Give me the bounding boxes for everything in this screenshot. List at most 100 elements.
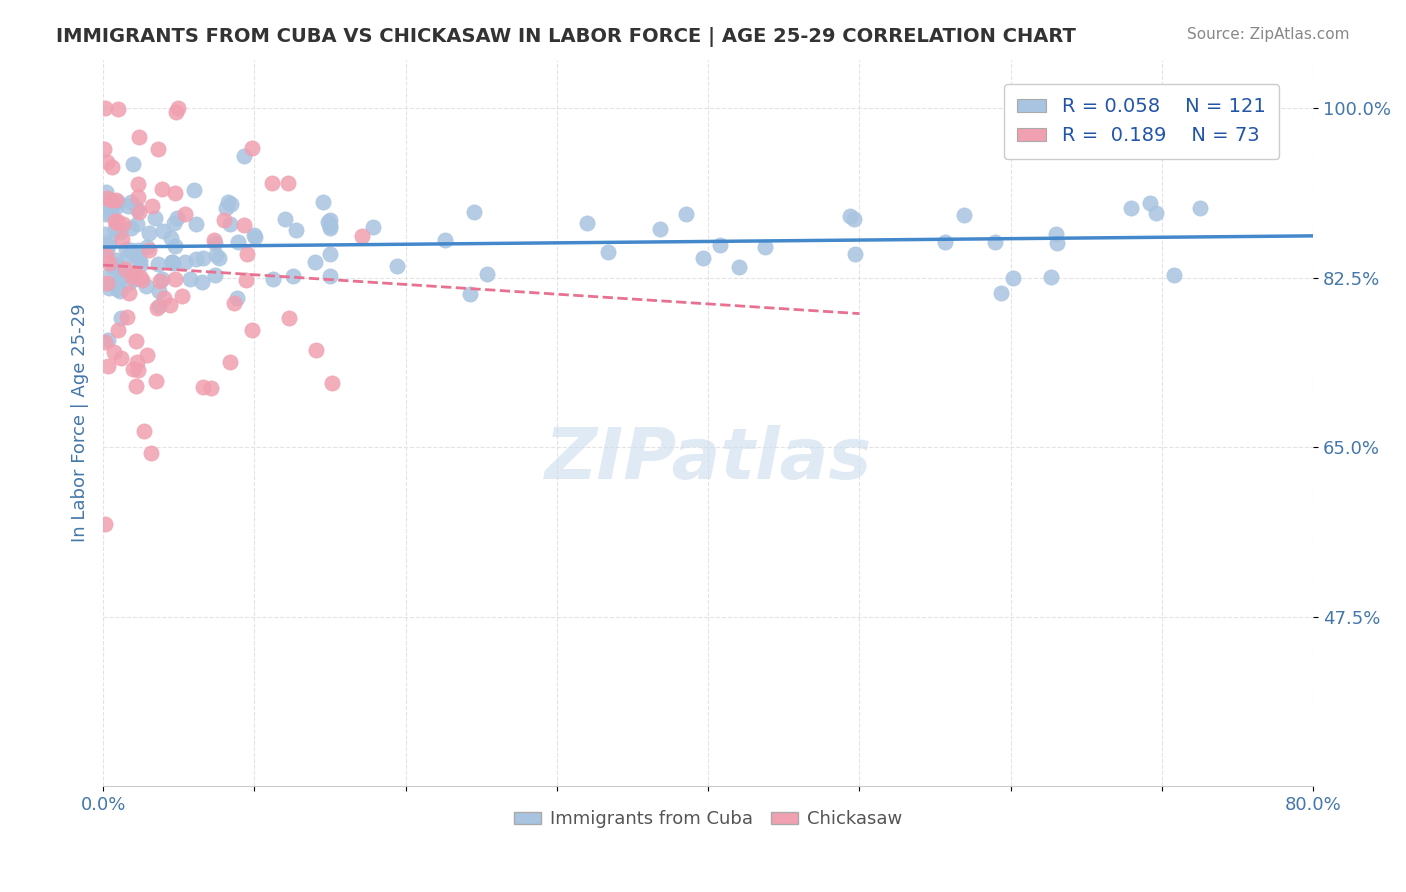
Point <box>983 235 1005 249</box>
Point <box>174 254 197 268</box>
Point <box>160 254 183 268</box>
Point <box>104 252 127 267</box>
Point <box>146 301 169 315</box>
Point <box>107 274 129 288</box>
Point <box>145 374 167 388</box>
Point <box>93 141 115 155</box>
Point <box>304 255 326 269</box>
Point <box>170 289 193 303</box>
Point <box>319 247 342 261</box>
Point <box>160 255 183 269</box>
Point <box>129 258 152 272</box>
Point <box>226 235 249 249</box>
Point <box>127 243 149 257</box>
Point <box>174 207 197 221</box>
Point <box>97 359 120 373</box>
Point <box>1144 206 1167 220</box>
Point <box>143 211 166 226</box>
Point <box>128 253 150 268</box>
Point <box>100 161 122 175</box>
Point <box>125 217 148 231</box>
Point <box>94 334 117 349</box>
Point <box>183 183 205 197</box>
Point <box>125 354 148 368</box>
Point <box>146 142 169 156</box>
Point <box>94 516 117 531</box>
Point <box>235 246 257 260</box>
Point <box>186 252 208 267</box>
Point <box>245 230 267 244</box>
Point <box>104 214 127 228</box>
Point <box>319 219 342 233</box>
Point <box>108 225 131 239</box>
Point <box>219 354 242 368</box>
Point <box>675 206 697 220</box>
Point <box>100 193 122 207</box>
Point <box>204 236 226 251</box>
Point <box>217 195 239 210</box>
Point <box>104 222 127 236</box>
Point <box>1040 270 1063 285</box>
Point <box>118 277 141 291</box>
Point <box>107 195 129 210</box>
Point <box>128 270 150 285</box>
Point <box>111 232 134 246</box>
Point <box>434 233 457 247</box>
Point <box>124 334 146 348</box>
Point <box>273 212 295 227</box>
Point <box>122 272 145 286</box>
Point <box>387 259 409 273</box>
Point <box>184 218 207 232</box>
Point <box>96 191 118 205</box>
Point <box>114 243 136 257</box>
Point <box>596 244 619 259</box>
Point <box>127 190 149 204</box>
Point <box>128 129 150 144</box>
Point <box>278 310 301 325</box>
Point <box>103 257 125 271</box>
Point <box>101 260 124 274</box>
Point <box>149 274 172 288</box>
Point <box>319 212 342 227</box>
Point <box>283 269 305 284</box>
Point <box>103 345 125 359</box>
Point <box>104 200 127 214</box>
Point <box>132 425 155 439</box>
Point <box>136 240 159 254</box>
Point <box>120 194 142 209</box>
Point <box>153 291 176 305</box>
Point <box>166 211 188 225</box>
Point <box>224 295 246 310</box>
Point <box>148 284 170 298</box>
Point <box>94 248 117 262</box>
Point <box>121 362 143 376</box>
Point <box>219 197 242 211</box>
Point <box>93 227 115 242</box>
Point <box>709 238 731 252</box>
Point <box>93 207 115 221</box>
Point <box>319 268 342 283</box>
Point <box>728 260 751 274</box>
Point <box>262 176 284 190</box>
Point <box>305 343 328 357</box>
Point <box>350 228 373 243</box>
Point <box>160 231 183 245</box>
Point <box>141 199 163 213</box>
Point <box>101 200 124 214</box>
Point <box>97 238 120 252</box>
Point <box>129 253 152 268</box>
Point <box>127 362 149 376</box>
Point <box>163 239 186 253</box>
Point <box>263 272 285 286</box>
Point <box>844 247 866 261</box>
Point <box>107 275 129 289</box>
Point <box>120 244 142 258</box>
Point <box>125 202 148 217</box>
Point <box>842 212 865 227</box>
Point <box>150 272 173 286</box>
Point <box>98 207 121 221</box>
Point <box>114 262 136 277</box>
Point <box>93 101 115 115</box>
Point <box>240 323 263 337</box>
Point <box>191 251 214 265</box>
